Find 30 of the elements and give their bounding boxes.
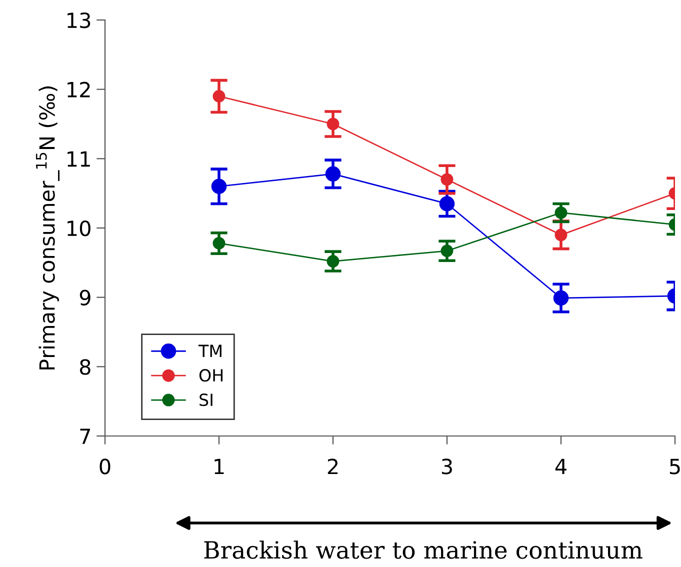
y-tick-label: 8	[80, 359, 90, 375]
point	[211, 178, 227, 194]
point	[553, 290, 569, 306]
legend-label: TM	[198, 344, 222, 357]
text: Brackish water to marine continuum	[204, 540, 642, 559]
point	[440, 244, 454, 258]
point	[212, 90, 226, 103]
y-tick-label: 7	[80, 428, 90, 444]
x-tick-label: 4	[555, 458, 566, 474]
x-tick-label: 3	[442, 458, 452, 474]
legend-label: SI	[200, 394, 212, 406]
x-tick-label: 0	[100, 458, 110, 474]
point	[326, 118, 340, 130]
y-axis-title: Primary consumer_$^{15}$N (‰)	[36, 86, 60, 370]
y-tick-label: 10	[68, 220, 90, 236]
point	[325, 166, 341, 182]
x-tick-label: 2	[328, 458, 338, 474]
y-tick-label: 13	[68, 12, 90, 28]
point	[440, 173, 454, 186]
y-tick-label: 11	[68, 151, 90, 167]
x-tick-label: 5	[670, 458, 680, 474]
point	[326, 255, 340, 268]
y-tick-label: 12	[68, 82, 90, 98]
x-tick-label: 1	[214, 458, 224, 474]
y-tick-label: 9	[80, 290, 90, 306]
point	[554, 228, 568, 242]
point	[439, 196, 455, 212]
point	[554, 206, 568, 219]
legend-label: OH	[199, 369, 223, 382]
point	[212, 237, 226, 250]
